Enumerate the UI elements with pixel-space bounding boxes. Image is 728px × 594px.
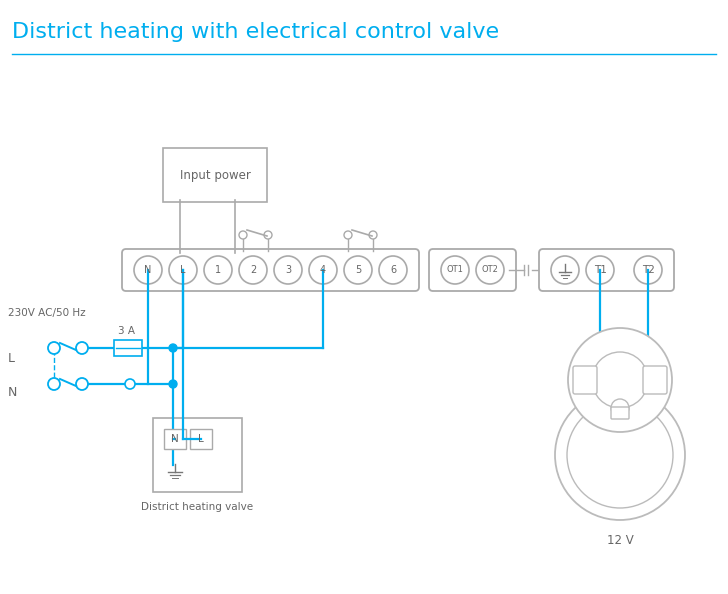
- Circle shape: [76, 378, 88, 390]
- Text: L: L: [181, 265, 186, 275]
- Text: 5: 5: [355, 265, 361, 275]
- Circle shape: [204, 256, 232, 284]
- Text: L: L: [8, 352, 15, 365]
- Circle shape: [48, 342, 60, 354]
- Circle shape: [555, 390, 685, 520]
- Circle shape: [134, 256, 162, 284]
- Circle shape: [567, 402, 673, 508]
- Circle shape: [369, 231, 377, 239]
- Text: 12 V: 12 V: [606, 534, 633, 547]
- Text: 4: 4: [320, 265, 326, 275]
- Circle shape: [76, 342, 88, 354]
- Circle shape: [611, 399, 629, 417]
- FancyBboxPatch shape: [164, 429, 186, 449]
- FancyBboxPatch shape: [539, 249, 674, 291]
- Text: N: N: [8, 386, 17, 399]
- Text: T1: T1: [593, 265, 606, 275]
- Text: nest: nest: [610, 406, 630, 415]
- Text: 2: 2: [250, 265, 256, 275]
- Circle shape: [568, 328, 672, 432]
- Circle shape: [274, 256, 302, 284]
- Text: Input power: Input power: [180, 169, 250, 182]
- Text: N: N: [144, 265, 151, 275]
- Circle shape: [344, 256, 372, 284]
- FancyBboxPatch shape: [122, 249, 419, 291]
- FancyBboxPatch shape: [429, 249, 516, 291]
- Circle shape: [379, 256, 407, 284]
- FancyBboxPatch shape: [611, 407, 629, 419]
- Circle shape: [239, 231, 247, 239]
- Text: 1: 1: [215, 265, 221, 275]
- Text: 6: 6: [390, 265, 396, 275]
- Text: OT1: OT1: [446, 266, 464, 274]
- Circle shape: [344, 231, 352, 239]
- Circle shape: [169, 380, 177, 388]
- Circle shape: [264, 231, 272, 239]
- Text: OT2: OT2: [481, 266, 499, 274]
- Text: 230V AC/50 Hz: 230V AC/50 Hz: [8, 308, 86, 318]
- Circle shape: [634, 256, 662, 284]
- Text: District heating with electrical control valve: District heating with electrical control…: [12, 22, 499, 42]
- Circle shape: [169, 256, 197, 284]
- FancyBboxPatch shape: [163, 148, 267, 202]
- FancyBboxPatch shape: [153, 418, 242, 492]
- Text: 3 A: 3 A: [118, 326, 135, 336]
- Circle shape: [309, 256, 337, 284]
- FancyBboxPatch shape: [643, 366, 667, 394]
- FancyBboxPatch shape: [114, 340, 142, 356]
- Text: District heating valve: District heating valve: [141, 502, 253, 512]
- Text: T2: T2: [641, 265, 654, 275]
- Circle shape: [586, 256, 614, 284]
- Circle shape: [125, 343, 135, 353]
- Circle shape: [592, 352, 648, 408]
- Text: N: N: [171, 434, 179, 444]
- Text: L: L: [198, 434, 204, 444]
- Circle shape: [476, 256, 504, 284]
- Circle shape: [48, 378, 60, 390]
- Text: 3: 3: [285, 265, 291, 275]
- Circle shape: [125, 379, 135, 389]
- Circle shape: [169, 344, 177, 352]
- Circle shape: [551, 256, 579, 284]
- Circle shape: [239, 256, 267, 284]
- FancyBboxPatch shape: [190, 429, 212, 449]
- Circle shape: [441, 256, 469, 284]
- FancyBboxPatch shape: [573, 366, 597, 394]
